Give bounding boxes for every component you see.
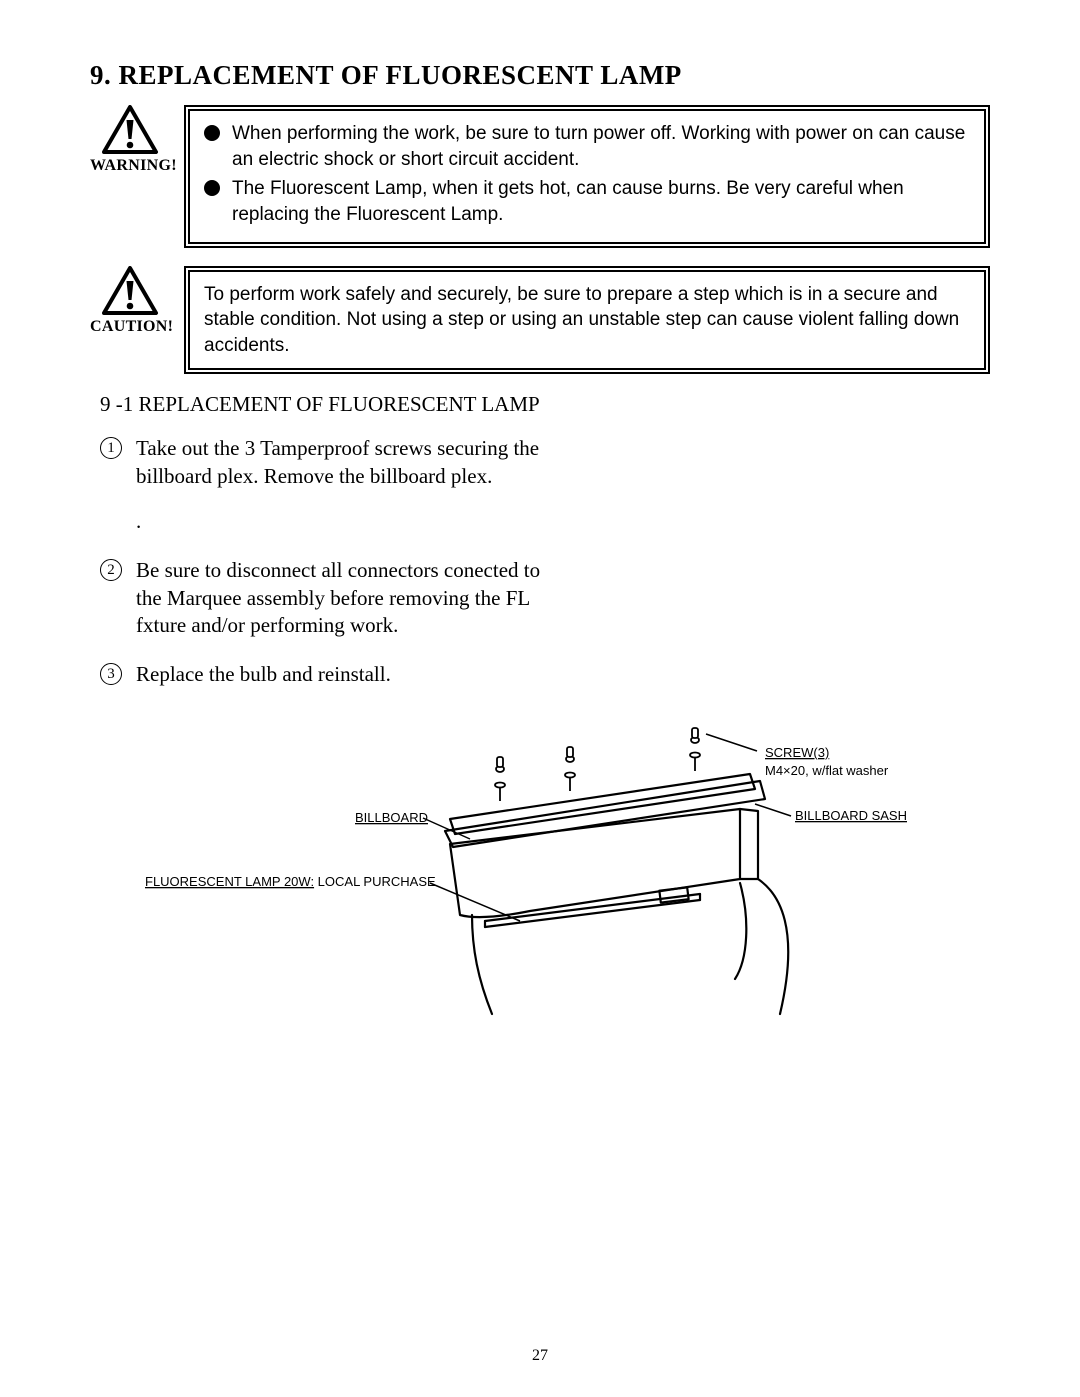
screw-icon	[495, 757, 505, 801]
screw-icon	[565, 747, 575, 791]
caution-box: To perform work safely and securely, be …	[184, 266, 990, 375]
step-number-icon: 2	[100, 559, 122, 581]
steps-list: 1 Take out the 3 Tamperproof screws secu…	[100, 435, 990, 688]
subsection-heading: 9 -1 REPLACEMENT OF FLUORESCENT LAMP	[100, 392, 990, 417]
warning-row: WARNING! When performing the work, be su…	[90, 105, 990, 248]
diagram-label-lamp: FLUORESCENT LAMP 20W: LOCAL PURCHASE	[145, 874, 436, 889]
step-text: Take out the 3 Tamperproof screws securi…	[136, 435, 560, 535]
screw-icon	[690, 728, 700, 771]
warning-box: When performing the work, be sure to tur…	[184, 105, 990, 248]
caution-label: CAUTION!	[90, 318, 170, 336]
warning-triangle-icon	[101, 105, 159, 155]
diagram-label-screw-sub: M4×20, w/flat washer	[765, 763, 889, 778]
step-item: 3 Replace the bulb and reinstall.	[100, 661, 560, 688]
step-number-icon: 1	[100, 437, 122, 459]
page-title: 9. REPLACEMENT OF FLUORESCENT LAMP	[90, 60, 990, 91]
step-item: 2 Be sure to disconnect all connectors c…	[100, 557, 560, 639]
step-item: 1 Take out the 3 Tamperproof screws secu…	[100, 435, 560, 535]
warning-bullet: When performing the work, be sure to tur…	[204, 121, 970, 172]
warning-label: WARNING!	[90, 157, 170, 175]
step-text: Be sure to disconnect all connectors con…	[136, 557, 560, 639]
diagram: SCREW(3) M4×20, w/flat washer BILLBOARD …	[90, 719, 990, 1029]
caution-triangle-icon	[101, 266, 159, 316]
warning-icon-block: WARNING!	[90, 105, 170, 175]
diagram-label-screw: SCREW(3)	[765, 745, 829, 760]
caution-icon-block: CAUTION!	[90, 266, 170, 336]
step-number-icon: 3	[100, 663, 122, 685]
caution-text: To perform work safely and securely, be …	[204, 284, 959, 356]
page-number: 27	[0, 1347, 1080, 1365]
diagram-label-billboard: BILLBOARD	[355, 810, 428, 825]
billboard-diagram: SCREW(3) M4×20, w/flat washer BILLBOARD …	[100, 719, 970, 1029]
warning-bullet: The Fluorescent Lamp, when it gets hot, …	[204, 176, 970, 227]
caution-row: CAUTION! To perform work safely and secu…	[90, 266, 990, 375]
step-text: Replace the bulb and reinstall.	[136, 661, 391, 688]
diagram-label-sash: BILLBOARD SASH	[795, 808, 907, 823]
